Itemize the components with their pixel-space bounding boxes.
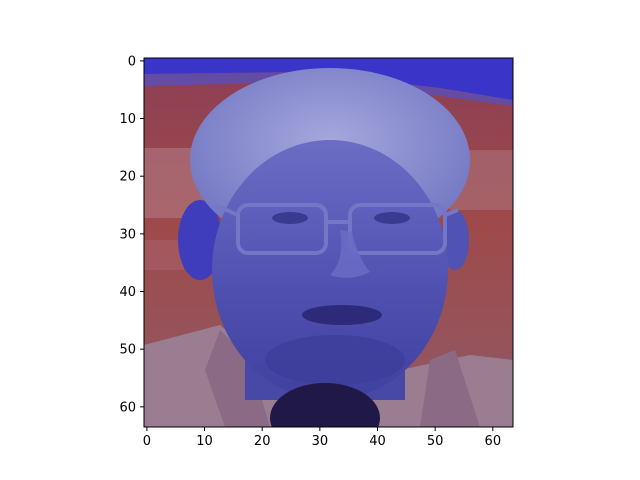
- x-axis-ticks: 0 10 20 30 40 50 60: [143, 427, 501, 449]
- right-ear: [441, 210, 469, 270]
- chin-shade: [265, 335, 405, 385]
- y-tick-label: 0: [128, 54, 136, 69]
- mouth: [302, 305, 382, 325]
- x-tick-label: 10: [196, 434, 213, 449]
- y-tick-label: 10: [119, 112, 136, 127]
- glasses: [214, 203, 459, 255]
- y-tick-label: 20: [119, 170, 136, 185]
- y-tick-label: 40: [119, 285, 136, 300]
- y-axis-ticks: 0 10 20 30 40 50 60: [119, 54, 144, 415]
- left-eye: [272, 212, 308, 224]
- microphone: [270, 383, 380, 427]
- top-blue-stripe-shade: [144, 72, 513, 106]
- x-tick-label: 50: [427, 434, 444, 449]
- x-tick-label: 0: [143, 434, 151, 449]
- collar-right: [420, 350, 480, 427]
- portrait-image: [144, 58, 513, 427]
- y-tick-label: 30: [119, 227, 136, 242]
- x-tick-label: 20: [254, 434, 271, 449]
- right-eye: [374, 212, 410, 224]
- x-tick-label: 30: [312, 434, 329, 449]
- collar-left: [205, 330, 270, 427]
- y-tick-label: 60: [119, 400, 136, 415]
- nose: [330, 230, 370, 278]
- top-blue-stripe: [144, 58, 513, 100]
- axes-frame: [143, 57, 514, 428]
- y-tick-label: 50: [119, 343, 136, 358]
- x-tick-label: 40: [369, 434, 386, 449]
- x-tick-label: 60: [485, 434, 502, 449]
- background-band: [144, 240, 184, 270]
- left-ear: [178, 200, 222, 280]
